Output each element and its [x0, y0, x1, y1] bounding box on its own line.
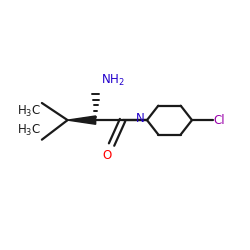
- Text: N: N: [136, 112, 145, 126]
- Polygon shape: [68, 116, 96, 124]
- Text: O: O: [102, 150, 112, 162]
- Text: NH$_2$: NH$_2$: [101, 73, 125, 88]
- Text: H$_3$C: H$_3$C: [16, 123, 41, 138]
- Text: H$_3$C: H$_3$C: [16, 104, 41, 119]
- Text: Cl: Cl: [214, 114, 225, 126]
